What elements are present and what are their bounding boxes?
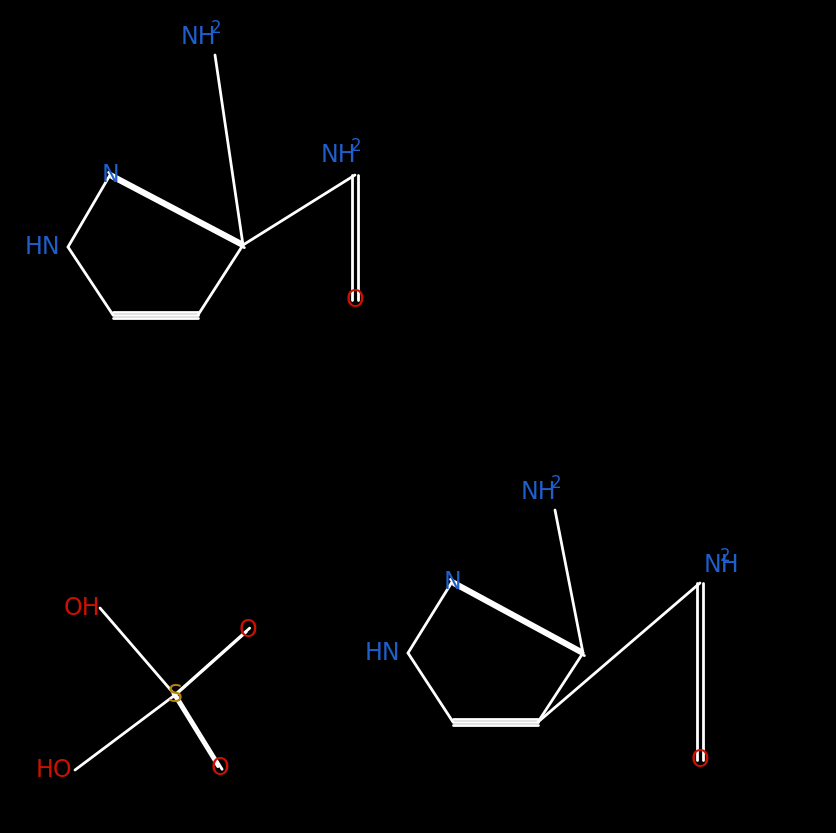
Text: O: O — [691, 748, 710, 772]
Text: 2: 2 — [551, 474, 561, 492]
Text: NH: NH — [320, 143, 356, 167]
Text: 2: 2 — [720, 547, 731, 565]
Text: S: S — [167, 683, 182, 707]
Text: NH: NH — [181, 25, 216, 49]
Text: N: N — [443, 570, 461, 594]
Text: OH: OH — [64, 596, 100, 620]
Text: HN: HN — [24, 235, 60, 259]
Text: O: O — [211, 756, 229, 780]
Text: NH: NH — [704, 553, 740, 577]
Text: O: O — [345, 288, 364, 312]
Text: 2: 2 — [211, 19, 222, 37]
Text: 2: 2 — [350, 137, 361, 155]
Text: O: O — [238, 618, 257, 642]
Text: N: N — [101, 163, 119, 187]
Text: HN: HN — [364, 641, 400, 665]
Text: NH: NH — [520, 480, 556, 504]
Text: HO: HO — [35, 758, 72, 782]
